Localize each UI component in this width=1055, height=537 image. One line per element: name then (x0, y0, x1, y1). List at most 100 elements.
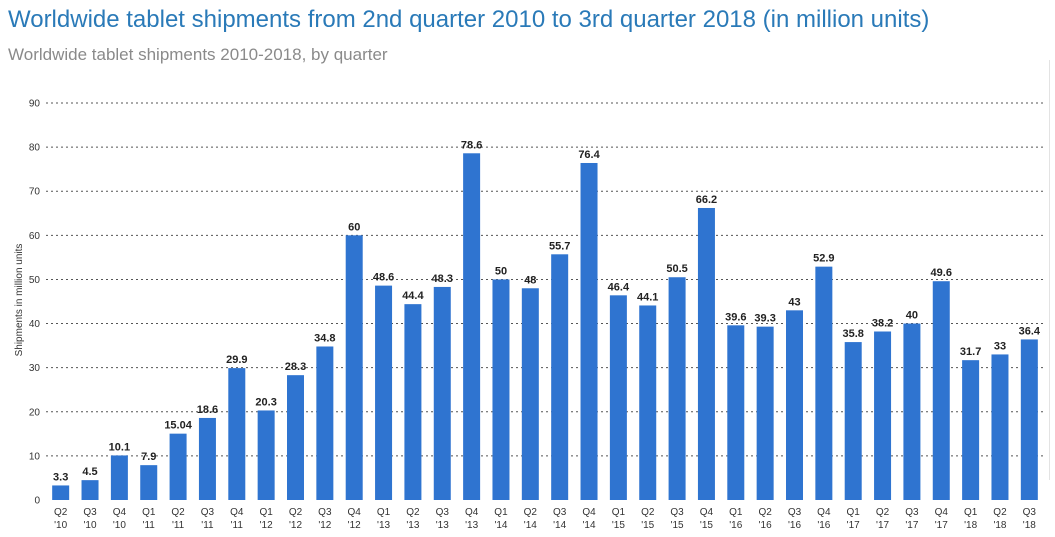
x-tick-quarter: Q1 (964, 507, 978, 518)
y-tick-label: 60 (29, 231, 41, 242)
data-label: 38.2 (872, 317, 893, 329)
data-label: 36.4 (1019, 325, 1041, 337)
x-tick-year: '16 (729, 520, 742, 531)
x-tick-year: '13 (406, 520, 419, 531)
bar[interactable] (110, 455, 128, 500)
y-tick-label: 0 (34, 496, 40, 507)
bar[interactable] (345, 235, 363, 501)
bar[interactable] (786, 310, 803, 500)
x-tick-year: '13 (377, 520, 390, 531)
bar[interactable] (756, 326, 774, 500)
bar[interactable] (463, 153, 481, 500)
bar[interactable] (551, 254, 569, 500)
y-tick-label: 80 (29, 143, 41, 154)
bar[interactable] (815, 266, 833, 500)
x-tick-quarter: Q4 (348, 507, 362, 518)
scrollbar[interactable] (1049, 60, 1055, 480)
data-label: 52.9 (813, 253, 834, 265)
x-tick-year: '10 (54, 520, 67, 531)
x-tick-year: '11 (172, 520, 185, 531)
bar[interactable] (257, 410, 275, 500)
x-tick-year: '12 (348, 520, 361, 531)
x-tick-quarter: Q2 (758, 507, 772, 518)
data-label: 50.5 (666, 263, 687, 275)
x-tick-year: '11 (143, 520, 156, 531)
data-label: 35.8 (842, 328, 863, 340)
bar[interactable] (198, 417, 216, 500)
bar[interactable] (609, 295, 627, 500)
x-tick-quarter: Q2 (171, 507, 185, 518)
bar[interactable] (991, 354, 1009, 500)
x-tick-year: '17 (935, 520, 948, 531)
y-axis-ticks: 0 10 20 30 40 50 60 70 80 90 (29, 99, 41, 507)
x-tick-year: '11 (201, 520, 214, 531)
bar[interactable] (375, 285, 393, 500)
x-tick-year: '12 (318, 520, 331, 531)
bar[interactable] (903, 323, 921, 500)
data-label: 18.6 (197, 404, 218, 416)
data-label: 34.8 (314, 332, 335, 344)
x-tick-quarter: Q1 (142, 507, 156, 518)
bar[interactable] (228, 368, 246, 500)
x-tick-quarter: Q4 (935, 507, 949, 518)
x-tick-quarter: Q2 (289, 507, 303, 518)
data-label: 40 (906, 310, 918, 322)
x-tick-quarter: Q2 (524, 507, 538, 518)
x-tick-quarter: Q1 (259, 507, 273, 518)
bar[interactable] (52, 485, 70, 500)
x-tick-year: '15 (671, 520, 684, 531)
bar[interactable] (316, 346, 334, 500)
gridlines (46, 102, 1044, 457)
x-tick-year: '16 (759, 520, 772, 531)
data-label: 29.9 (226, 354, 247, 366)
chart-subtitle: Worldwide tablet shipments 2010-2018, by… (8, 45, 388, 64)
x-tick-year: '17 (847, 520, 860, 531)
x-tick-quarter: Q3 (83, 507, 97, 518)
bar[interactable] (81, 480, 99, 500)
data-label: 44.1 (637, 291, 658, 303)
data-label: 28.3 (285, 361, 306, 373)
x-tick-year: '10 (84, 520, 97, 531)
bar[interactable] (962, 360, 980, 500)
bar[interactable] (932, 281, 950, 500)
bar[interactable] (580, 162, 598, 501)
x-tick-year: '16 (817, 520, 830, 531)
x-axis-ticks: Q2 '10 Q3 '10 Q4 '10 Q1 '11 Q2 '11 Q3 '11 Q4 '11 Q1 '12… (54, 507, 1036, 531)
x-tick-quarter: Q4 (465, 507, 479, 518)
bar[interactable] (639, 305, 657, 500)
x-tick-quarter: Q3 (1023, 507, 1037, 518)
bar[interactable] (697, 207, 715, 501)
x-tick-quarter: Q4 (817, 507, 831, 518)
bar[interactable] (433, 286, 451, 500)
x-tick-quarter: Q2 (876, 507, 890, 518)
data-label: 7.9 (141, 451, 156, 463)
data-label: 33 (994, 340, 1006, 352)
x-tick-quarter: Q2 (641, 507, 655, 518)
x-tick-quarter: Q3 (201, 507, 215, 518)
bar[interactable] (140, 465, 158, 500)
data-label: 50 (495, 265, 507, 277)
data-label: 76.4 (578, 149, 600, 161)
x-tick-quarter: Q2 (54, 507, 68, 518)
bar[interactable] (492, 279, 510, 500)
x-tick-quarter: Q1 (494, 507, 508, 518)
bar[interactable] (844, 342, 862, 500)
bar[interactable] (874, 331, 892, 500)
data-label: 49.6 (931, 267, 952, 279)
data-label: 15.04 (164, 420, 192, 432)
bar[interactable] (727, 325, 745, 500)
bar[interactable] (169, 433, 187, 500)
data-label: 48.3 (432, 273, 453, 285)
bar[interactable] (287, 375, 304, 500)
data-label: 4.5 (82, 466, 97, 478)
x-tick-quarter: Q4 (113, 507, 127, 518)
bar[interactable] (521, 288, 539, 500)
data-label: 46.4 (608, 281, 630, 293)
bar[interactable] (404, 304, 422, 500)
x-tick-year: '16 (788, 520, 801, 531)
data-labels: 3.3 4.5 10.1 7.9 15.04 18.6 29.9 20.3 28.3 34.8 60… (53, 139, 1041, 483)
bar[interactable] (1020, 339, 1038, 500)
data-label: 31.7 (960, 346, 981, 358)
bar[interactable] (668, 277, 686, 500)
data-label: 3.3 (53, 471, 68, 483)
